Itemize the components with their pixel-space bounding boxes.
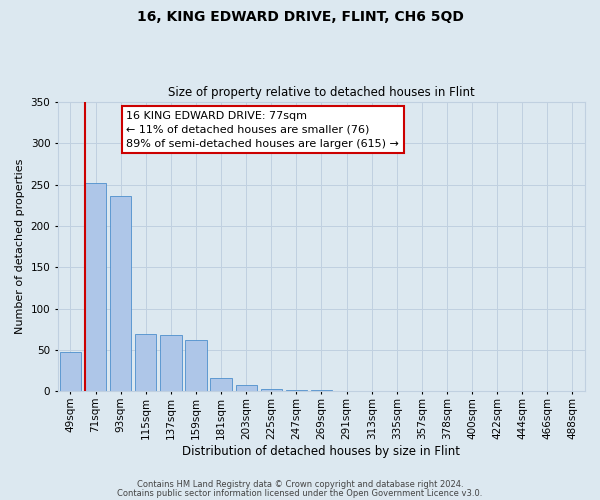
Text: Contains public sector information licensed under the Open Government Licence v3: Contains public sector information licen… xyxy=(118,490,482,498)
X-axis label: Distribution of detached houses by size in Flint: Distribution of detached houses by size … xyxy=(182,444,460,458)
Text: Contains HM Land Registry data © Crown copyright and database right 2024.: Contains HM Land Registry data © Crown c… xyxy=(137,480,463,489)
Bar xyxy=(211,378,232,392)
Bar xyxy=(110,196,131,392)
Bar xyxy=(85,183,106,392)
Y-axis label: Number of detached properties: Number of detached properties xyxy=(15,159,25,334)
Bar xyxy=(135,334,157,392)
Bar xyxy=(260,389,282,392)
Bar xyxy=(185,340,206,392)
Text: 16, KING EDWARD DRIVE, FLINT, CH6 5QD: 16, KING EDWARD DRIVE, FLINT, CH6 5QD xyxy=(137,10,463,24)
Title: Size of property relative to detached houses in Flint: Size of property relative to detached ho… xyxy=(168,86,475,100)
Bar xyxy=(160,335,182,392)
Bar xyxy=(286,390,307,392)
Bar xyxy=(311,390,332,392)
Text: 16 KING EDWARD DRIVE: 77sqm
← 11% of detached houses are smaller (76)
89% of sem: 16 KING EDWARD DRIVE: 77sqm ← 11% of det… xyxy=(127,110,400,148)
Bar xyxy=(236,386,257,392)
Bar xyxy=(60,352,81,392)
